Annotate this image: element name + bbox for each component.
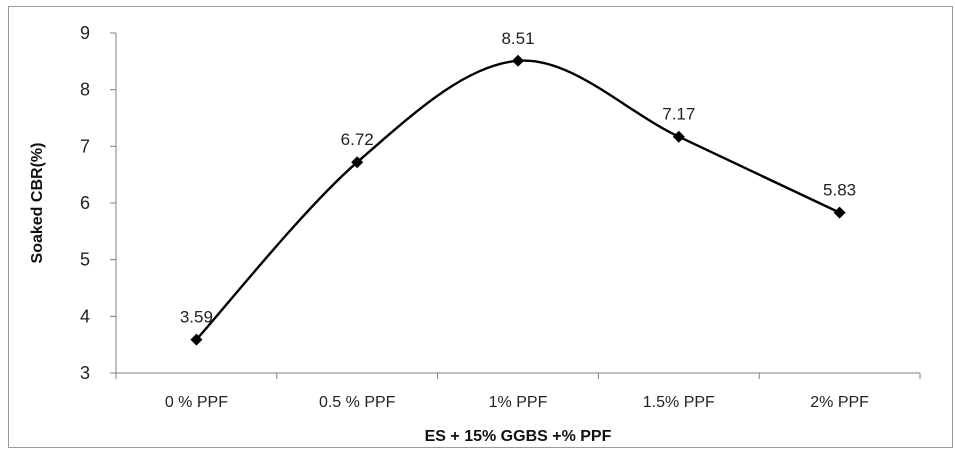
data-value-label: 6.72 — [341, 130, 374, 149]
y-tick-label: 5 — [80, 250, 90, 270]
y-tick-label: 6 — [80, 193, 90, 213]
series-line — [195, 59, 841, 341]
data-value-label: 7.17 — [662, 105, 695, 124]
data-point-marker — [672, 130, 685, 143]
x-category-label: 0.5 % PPF — [319, 394, 396, 411]
y-ticks: 3 4 5 6 7 8 9 — [80, 23, 116, 383]
y-tick-label: 4 — [80, 306, 90, 326]
x-category-label: 1% PPF — [489, 394, 548, 411]
data-point-marker — [512, 54, 524, 67]
data-labels: 3.59 6.72 8.51 7.17 5.83 — [180, 29, 856, 327]
y-axis-title: Soaked CBR(%) — [29, 143, 46, 264]
y-tick-label: 3 — [80, 363, 90, 383]
data-point-marker — [351, 156, 364, 169]
chart-frame — [8, 6, 953, 448]
x-axis-title: ES + 15% GGBS +% PPF — [425, 428, 612, 445]
data-markers — [190, 54, 846, 346]
data-point-marker — [833, 206, 846, 219]
y-tick-label: 8 — [80, 80, 90, 100]
x-category-label: 2% PPF — [810, 394, 869, 411]
y-tick-label: 9 — [80, 23, 90, 43]
data-value-label: 8.51 — [501, 29, 534, 48]
data-value-label: 3.59 — [180, 308, 213, 327]
axes — [115, 33, 920, 374]
x-category-label: 0 % PPF — [165, 394, 228, 411]
data-point-marker — [190, 333, 203, 346]
x-category-label: 1.5% PPF — [643, 394, 715, 411]
data-value-label: 5.83 — [823, 181, 856, 200]
x-ticks: 0 % PPF 0.5 % PPF 1% PPF 1.5% PPF 2% PPF — [115, 373, 921, 411]
y-tick-label: 7 — [80, 136, 90, 156]
